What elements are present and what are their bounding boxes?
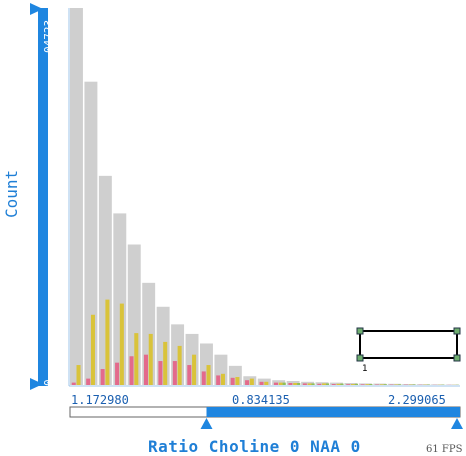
x-range-left-handle[interactable] [200,418,213,429]
bar-series3-bin22 [398,384,402,385]
selection-handle-bottom-left[interactable] [356,354,364,362]
bar-series0-bin1 [84,81,98,386]
bar-series0-bin14 [272,380,286,385]
y-axis-top-handle[interactable] [30,3,43,15]
fps-counter: 61 FPS [426,444,463,455]
bar-series1-bin11 [235,377,240,385]
bar-series1-bin0 [76,365,81,385]
bar-series0-bin15 [286,381,300,385]
selection-box[interactable]: 1 [356,327,461,374]
bar-series1-bin13 [264,381,269,385]
bar-series3-bin19 [354,383,359,385]
bar-series0-bin20 [358,383,372,385]
bar-series1-bin21 [379,384,384,385]
bar-series1-bin17 [322,383,327,385]
bar-series2-bin17 [317,383,322,385]
x-axis-label: Ratio Choline 0 NAA 0 [148,437,361,456]
x-tick-left: 1.172980 [71,393,129,407]
bar-series2-bin10 [216,375,221,385]
bar-series1-bin12 [249,378,254,385]
bar-series1-bin3 [119,303,124,385]
bar-series1-bin5 [148,333,153,385]
x-range-slider[interactable] [69,406,463,429]
bar-series3-bin17 [325,383,330,385]
bar-series1-bin4 [134,333,139,385]
bar-series2-bin5 [143,354,148,385]
bar-series2-bin2 [100,369,105,385]
bar-series2-bin9 [201,371,206,385]
bar-series2-bin3 [115,362,120,385]
bar-series1-bin15 [293,383,298,385]
x-tick-middle: 0.834135 [232,393,290,407]
bar-series2-bin1 [86,378,91,385]
bar-series0-bin0 [70,8,83,385]
y-tick-max: 04723 [42,19,55,53]
bar-series2-bin4 [129,356,134,385]
bar-series2-bin8 [187,365,192,385]
bar-series2-bin13 [259,381,264,385]
selection-handle-top-left[interactable] [356,327,364,335]
bar-series3-bin14 [282,382,286,385]
y-axis-label: Count [2,169,21,218]
bar-series0-bin24 [416,384,430,385]
y-axis-slider-bar[interactable] [38,8,48,386]
bar-series1-bin1 [90,314,95,385]
bar-series0-bin18 [330,382,343,385]
bar-series2-bin20 [360,384,365,385]
bar-series2-bin7 [172,361,177,385]
bar-series2-bin14 [273,382,278,385]
bar-series1-bin9 [206,365,211,385]
bar-series0-bin13 [257,378,271,385]
y-tick-min: 0 [42,379,55,386]
selection-handle-top-right[interactable] [453,327,461,335]
bar-series2-bin16 [302,383,307,385]
bar-series1-bin18 [336,383,341,385]
bar-series3-bin20 [369,384,373,385]
y-axis-bottom-handle[interactable] [30,378,43,390]
bar-series2-bin12 [245,380,250,385]
bar-series1-bin8 [192,354,197,385]
bar-series0-bin2 [98,175,112,385]
bar-series1-bin2 [105,299,110,385]
bar-series3-bin16 [311,383,315,385]
selection-rectangle[interactable] [359,330,458,359]
bars-group [70,8,460,386]
bar-series2-bin15 [288,383,293,385]
selection-box-label: 1 [362,364,368,374]
bar-series0-bin12 [243,376,257,385]
bar-series1-bin10 [220,373,225,385]
bar-series1-bin7 [177,345,182,385]
bar-series1-bin6 [163,341,168,385]
bar-series2-bin0 [71,382,76,385]
bar-series2-bin18 [331,384,336,385]
selection-handle-bottom-right[interactable] [453,354,461,362]
x-tick-right: 2.299065 [388,393,446,407]
x-range-right-handle[interactable] [451,418,463,429]
bar-series0-bin21 [373,383,387,385]
bar-series0-bin25 [431,384,445,385]
bar-series0-bin17 [315,382,329,385]
bar-series2-bin19 [346,384,351,385]
bar-series3-bin18 [340,383,344,385]
bar-series0-bin23 [402,384,416,385]
bar-series1-bin16 [307,383,312,385]
bar-series0-bin22 [387,383,401,385]
bar-series3-bin15 [297,383,301,385]
bar-series1-bin14 [278,382,283,385]
bar-series1-bin20 [365,384,370,385]
bar-series0-bin16 [301,381,315,385]
bar-series0-bin19 [344,383,358,385]
bar-series3-bin21 [383,384,387,385]
x-range-selected[interactable] [206,407,461,417]
bar-series0-bin3 [113,213,127,385]
bar-series2-bin6 [158,361,163,385]
bar-series2-bin11 [230,377,235,385]
bar-series1-bin19 [350,384,355,385]
